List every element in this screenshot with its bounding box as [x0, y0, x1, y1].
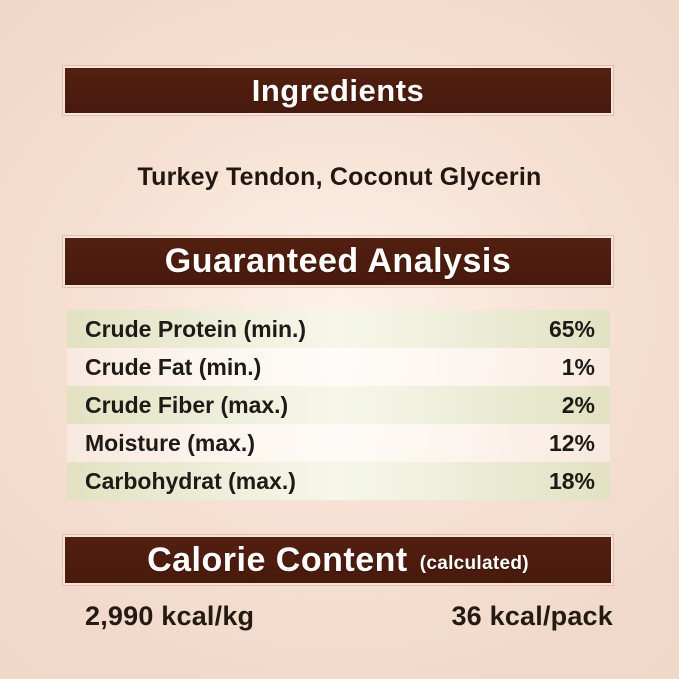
- calorie-content-header-note: (calculated): [419, 553, 529, 574]
- row-value: 18%: [548, 467, 595, 494]
- guaranteed-analysis-table: Crude Protein (min.) 65% Crude Fat (min.…: [67, 310, 610, 500]
- row-label: Moisture (max.): [85, 429, 255, 456]
- row-value: 65%: [548, 315, 595, 342]
- table-row-moisture: Moisture (max.) 12%: [67, 424, 610, 462]
- calorie-values-row: 2,990 kcal/kg 36 kcal/pack: [65, 601, 613, 632]
- guaranteed-analysis-header-title: Guaranteed Analysis: [164, 242, 512, 280]
- ingredients-header-title: Ingredients: [251, 72, 425, 108]
- calorie-per-pack: 36 kcal/pack: [451, 601, 613, 631]
- table-row-crude-fiber: Crude Fiber (max.) 2%: [67, 386, 610, 424]
- ingredients-header-bar: Ingredients: [65, 68, 611, 113]
- row-value: 1%: [561, 353, 595, 380]
- table-row-crude-protein: Crude Protein (min.) 65%: [67, 310, 610, 348]
- calorie-content-header-title: Calorie Content: [147, 540, 408, 579]
- table-row-carbohydrat: Carbohydrat (max.) 18%: [67, 462, 610, 500]
- guaranteed-analysis-header-bar: Guaranteed Analysis: [65, 238, 611, 285]
- calorie-content-header-bar: Calorie Content (calculated): [65, 537, 611, 583]
- row-label: Crude Fat (min.): [85, 353, 262, 380]
- calorie-per-kg: 2,990 kcal/kg: [85, 601, 255, 631]
- row-label: Carbohydrat (max.): [85, 467, 296, 494]
- row-label: Crude Protein (min.): [85, 315, 307, 342]
- row-label: Crude Fiber (max.): [85, 391, 289, 418]
- row-value: 12%: [548, 429, 595, 456]
- ingredients-text: Turkey Tendon, Coconut Glycerin: [137, 163, 542, 191]
- table-row-crude-fat: Crude Fat (min.) 1%: [67, 348, 610, 386]
- row-value: 2%: [561, 391, 595, 418]
